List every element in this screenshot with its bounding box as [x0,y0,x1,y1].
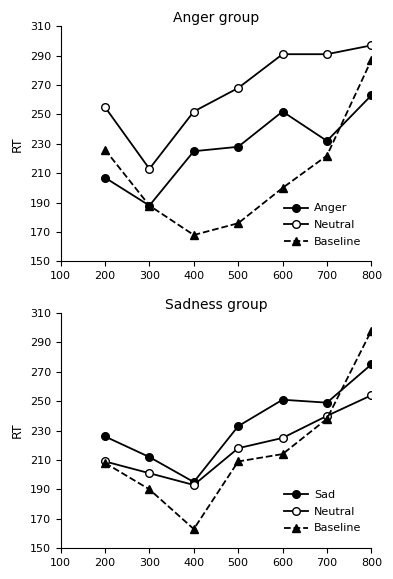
Anger [103,174,107,181]
Neutral [369,42,374,49]
Baseline [236,458,241,465]
Anger [147,202,152,209]
Baseline [280,450,285,457]
Neutral [369,392,374,399]
Title: Sadness group: Sadness group [165,298,267,312]
Baseline [103,460,107,467]
Line: Neutral: Neutral [101,42,375,173]
Sad [236,423,241,430]
Sad [103,433,107,440]
Line: Neutral: Neutral [101,391,375,489]
Neutral [236,445,241,452]
Baseline [103,146,107,153]
Neutral [325,412,329,419]
Neutral [280,434,285,441]
Baseline [369,57,374,64]
Neutral [280,51,285,58]
Baseline [147,202,152,209]
Legend: Sad, Neutral, Baseline: Sad, Neutral, Baseline [279,486,366,538]
Neutral [191,108,196,115]
Y-axis label: RT: RT [11,136,24,152]
Baseline [191,526,196,533]
Neutral [191,482,196,489]
Baseline [236,220,241,227]
Baseline [147,486,152,493]
Sad [191,479,196,486]
Line: Baseline: Baseline [101,327,375,533]
Neutral [103,104,107,111]
Anger [236,144,241,151]
Legend: Anger, Neutral, Baseline: Anger, Neutral, Baseline [279,199,366,251]
Anger [325,137,329,144]
Neutral [103,458,107,465]
Sad [280,396,285,403]
Anger [280,108,285,115]
Baseline [191,232,196,239]
Y-axis label: RT: RT [11,423,24,438]
Neutral [147,470,152,477]
Baseline [325,152,329,159]
Anger [369,92,374,99]
Line: Baseline: Baseline [101,56,375,239]
Sad [147,453,152,460]
Neutral [147,166,152,173]
Title: Anger group: Anger group [173,11,259,25]
Anger [191,148,196,155]
Sad [325,399,329,406]
Baseline [369,327,374,334]
Neutral [236,85,241,91]
Line: Anger: Anger [101,91,375,210]
Sad [369,361,374,368]
Baseline [325,415,329,422]
Baseline [280,185,285,192]
Neutral [325,51,329,58]
Line: Sad: Sad [101,361,375,486]
